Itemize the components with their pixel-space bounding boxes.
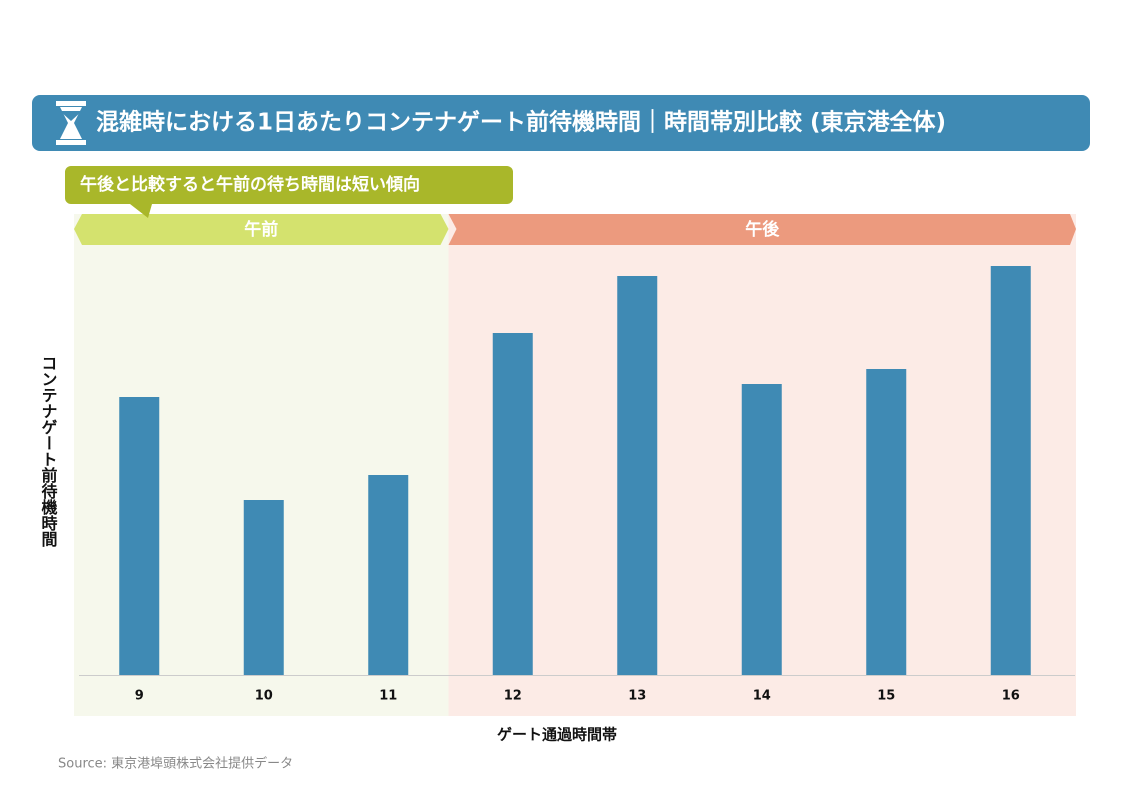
y-axis-title: コンテナゲート前待機時間 [39,355,58,548]
x-tick-label: 9 [135,689,144,704]
x-tick-label: 16 [1002,689,1020,704]
region-header [74,214,449,245]
hourglass-sand [60,111,82,121]
bar [866,369,907,675]
bar [368,475,409,675]
callout: 午後と比較すると午前の待ち時間は短い傾向 [80,174,420,195]
bar [492,333,533,675]
region-header [448,214,1076,245]
x-tick-label: 11 [379,689,397,704]
bar [741,384,782,675]
x-tick-label: 12 [504,689,522,704]
x-tick-label: 10 [255,689,273,704]
x-tick-label: 14 [753,689,771,704]
bar [617,276,658,675]
bar [990,266,1031,675]
bar [119,397,160,675]
region-label: 午前 [244,219,278,240]
source: Source: 東京港埠頭株式会社提供データ [58,756,293,772]
title-banner [32,95,1090,151]
bar [243,500,284,675]
x-axis-title: ゲート通過時間帯 [497,726,617,744]
x-tick-label: 15 [877,689,895,704]
x-tick-label: 13 [628,689,646,704]
chart-title: 混雑時における1日あたりコンテナゲート前待機時間｜時間帯別比較 (東京港全体) [96,109,946,136]
region-label: 午後 [745,219,780,240]
callout-box [65,166,513,218]
